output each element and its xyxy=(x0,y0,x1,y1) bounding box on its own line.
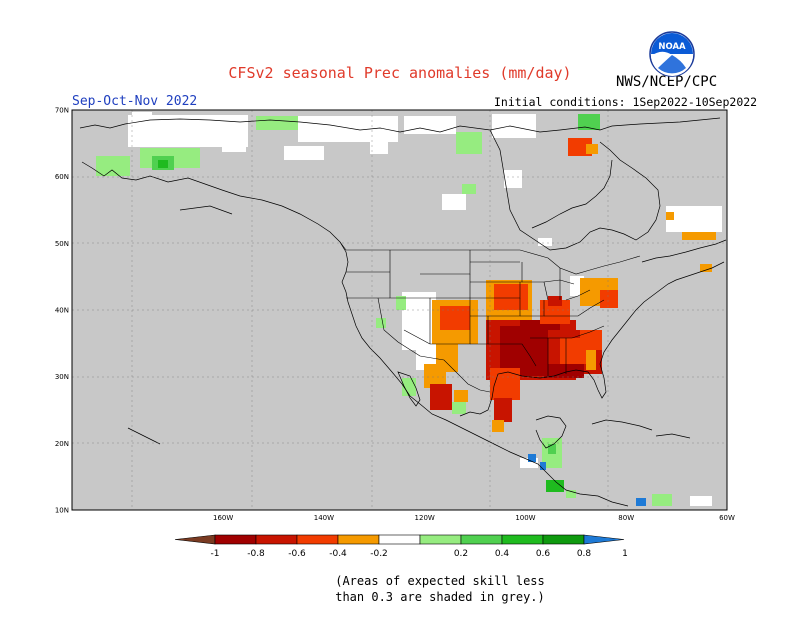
noaa-logo-text: NOAA xyxy=(658,42,686,52)
anomaly-white-cells xyxy=(128,112,722,506)
lon-label: 140W xyxy=(314,514,334,522)
season-label: Sep-Oct-Nov 2022 xyxy=(72,94,198,109)
lon-label: 100W xyxy=(515,514,535,522)
legend-swatch xyxy=(337,534,380,545)
map-area xyxy=(72,110,727,510)
precip-anomaly-map: 70N 60N 50N 40N 30N 20N 10N 160W 140W 120W 100W 80… xyxy=(55,107,735,523)
lon-label: 60W xyxy=(719,514,735,522)
map-frame xyxy=(71,109,728,511)
lat-label: 30N xyxy=(55,373,69,381)
agency-label: NWS/NCEP/CPC xyxy=(616,74,718,90)
legend-swatch xyxy=(296,534,339,545)
lat-label: 10N xyxy=(55,507,69,515)
legend-swatches xyxy=(174,534,625,545)
lat-label: 50N xyxy=(55,240,69,248)
skill-note-line1: (Areas of expected skill less xyxy=(335,574,545,588)
legend-tick-labels: -1 -0.8 -0.6 -0.4 -0.2 0.2 0.4 0.6 0.8 1 xyxy=(211,549,628,559)
longitude-labels: 160W 140W 120W 100W 80W 60W xyxy=(213,514,735,522)
legend-tick-label: -0.2 xyxy=(370,549,388,559)
legend-swatch xyxy=(542,534,585,545)
color-legend: -1 -0.8 -0.6 -0.4 -0.2 0.2 0.4 0.6 0.8 1 xyxy=(174,534,628,559)
legend-swatch xyxy=(583,534,625,545)
anomaly-positive-cells xyxy=(96,114,672,506)
lat-label: 60N xyxy=(55,173,69,181)
legend-tick-label: 0.8 xyxy=(577,549,592,559)
legend-swatch xyxy=(501,534,544,545)
noaa-logo: NOAA xyxy=(649,31,695,77)
legend-swatch xyxy=(378,534,421,545)
legend-swatch xyxy=(174,534,216,545)
latitude-labels: 70N 60N 50N 40N 30N 20N 10N xyxy=(55,107,69,515)
legend-tick-label: -0.6 xyxy=(288,549,306,559)
lon-label: 80W xyxy=(618,514,634,522)
legend-tick-label: 1 xyxy=(622,549,628,559)
legend-swatch xyxy=(255,534,298,545)
lat-label: 70N xyxy=(55,107,69,115)
lon-label: 120W xyxy=(415,514,435,522)
lat-label: 20N xyxy=(55,440,69,448)
lat-label: 40N xyxy=(55,307,69,315)
initial-conditions-label: Initial conditions: 1Sep2022-10Sep2022 xyxy=(494,95,758,109)
lon-label: 160W xyxy=(213,514,233,522)
legend-tick-label: 0.2 xyxy=(454,549,468,559)
skill-note-line2: than 0.3 are shaded in grey.) xyxy=(335,590,545,604)
political-boundaries xyxy=(339,241,641,393)
graticule xyxy=(72,110,727,510)
legend-tick-label: -1 xyxy=(211,549,220,559)
map-title: CFSv2 seasonal Prec anomalies (mm/day) xyxy=(228,64,572,82)
legend-tick-label: -0.4 xyxy=(329,549,347,559)
legend-tick-label: 0.4 xyxy=(495,549,510,559)
legend-tick-label: -0.8 xyxy=(247,549,265,559)
legend-swatch xyxy=(214,534,257,545)
legend-swatch xyxy=(460,534,503,545)
legend-swatch xyxy=(419,534,462,545)
coastlines xyxy=(79,117,727,507)
legend-tick-label: 0.6 xyxy=(536,549,551,559)
